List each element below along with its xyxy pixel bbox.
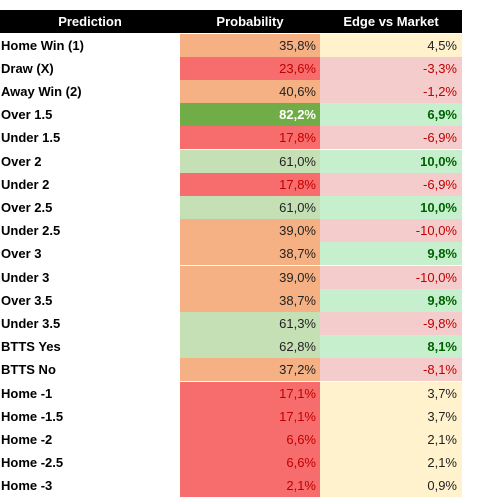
edge-cell: -3,3%	[320, 56, 462, 80]
table-row: Under 2 17,8% -6,9%	[0, 172, 462, 196]
table-row: Over 1.5 82,2% 6,9%	[0, 103, 462, 127]
edge-cell: -1,2%	[320, 79, 462, 104]
edge-cell: 3,7%	[320, 381, 462, 405]
prediction-cell: Over 3.5	[1, 292, 53, 308]
table-row: Under 3.5 61,3% -9,8%	[0, 311, 462, 336]
probability-cell: 82,2%	[180, 103, 320, 127]
edge-cell: 10,0%	[320, 149, 462, 173]
probability-cell: 61,0%	[180, 149, 320, 173]
edge-cell: 3,7%	[320, 404, 462, 428]
table-row: BTTS Yes 62,8% 8,1%	[0, 335, 462, 359]
probability-cell: 38,7%	[180, 288, 320, 312]
probability-cell: 17,1%	[180, 381, 320, 405]
table-row: Away Win (2) 40,6% -1,2%	[0, 79, 462, 104]
probability-cell: 40,6%	[180, 79, 320, 104]
table-row: Over 3 38,7% 9,8%	[0, 242, 462, 266]
table-row: Home -3 2,1% 0,9%	[0, 474, 462, 498]
probability-cell: 38,7%	[180, 242, 320, 266]
probability-cell: 6,6%	[180, 427, 320, 452]
table-row: Under 1.5 17,8% -6,9%	[0, 126, 462, 150]
edge-cell: 8,1%	[320, 335, 462, 359]
edge-cell: 2,1%	[320, 427, 462, 452]
table-row: BTTS No 37,2% -8,1%	[0, 358, 462, 382]
probability-cell: 23,6%	[180, 56, 320, 80]
prediction-cell: Over 2	[1, 153, 42, 169]
edge-cell: 10,0%	[320, 195, 462, 220]
prediction-cell: Home Win (1)	[1, 37, 84, 53]
edge-cell: 0,9%	[320, 474, 462, 498]
edge-cell: 9,8%	[320, 288, 462, 312]
prediction-cell: Home -1.5	[1, 408, 64, 424]
edge-cell: -8,1%	[320, 358, 462, 382]
probability-cell: 61,3%	[180, 311, 320, 336]
prediction-cell: Over 2.5	[1, 199, 53, 215]
probability-cell: 17,8%	[180, 172, 320, 196]
edge-cell: 4,5%	[320, 33, 462, 57]
table-row: Home -1 17,1% 3,7%	[0, 381, 462, 405]
prediction-cell: Home -2	[1, 431, 53, 447]
table-row: Draw (X) 23,6% -3,3%	[0, 56, 462, 80]
table-row: Home -1.5 17,1% 3,7%	[0, 404, 462, 428]
prediction-cell: Under 2.5	[1, 223, 61, 239]
table-row: Over 3.5 38,7% 9,8%	[0, 288, 462, 312]
table-row: Home Win (1) 35,8% 4,5%	[0, 33, 462, 57]
probability-cell: 39,0%	[180, 265, 320, 289]
table-row: Under 2.5 39,0% -10,0%	[0, 219, 462, 243]
prediction-cell: Draw (X)	[1, 60, 54, 76]
header-cell: Probability	[216, 14, 284, 29]
prediction-cell: Under 2	[1, 176, 50, 192]
probability-cell: 39,0%	[180, 219, 320, 243]
header-cell: Edge vs Market	[343, 14, 439, 29]
table-row: Under 3 39,0% -10,0%	[0, 265, 462, 289]
prediction-cell: Over 3	[1, 246, 42, 262]
table-row: Home -2 6,6% 2,1%	[0, 427, 462, 452]
probability-cell: 2,1%	[180, 474, 320, 498]
table-row: Home -2.5 6,6% 2,1%	[0, 451, 462, 475]
prediction-cell: BTTS No	[1, 362, 56, 378]
header-cell: Prediction	[58, 14, 122, 29]
table-row: Over 2.5 61,0% 10,0%	[0, 195, 462, 220]
probability-cell: 61,0%	[180, 195, 320, 220]
prediction-cell: BTTS Yes	[1, 339, 61, 355]
prediction-cell: Under 3	[1, 269, 50, 285]
edge-cell: -9,8%	[320, 311, 462, 336]
table-row: Over 2 61,0% 10,0%	[0, 149, 462, 173]
prediction-cell: Away Win (2)	[1, 83, 82, 99]
prediction-cell: Over 1.5	[1, 107, 53, 123]
prediction-cell: Home -3	[1, 478, 53, 494]
probability-cell: 6,6%	[180, 451, 320, 475]
prediction-cell: Under 3.5	[1, 315, 61, 331]
edge-cell: -10,0%	[320, 265, 462, 289]
probability-cell: 62,8%	[180, 335, 320, 359]
probability-cell: 37,2%	[180, 358, 320, 382]
prediction-cell: Under 1.5	[1, 130, 61, 146]
prediction-cell: Home -2.5	[1, 455, 64, 471]
probability-cell: 35,8%	[180, 33, 320, 57]
edge-cell: -10,0%	[320, 219, 462, 243]
edge-cell: 6,9%	[320, 103, 462, 127]
prediction-cell: Home -1	[1, 385, 53, 401]
header-row: Prediction Probability Edge vs Market	[0, 10, 462, 33]
edge-cell: -6,9%	[320, 172, 462, 196]
edge-cell: -6,9%	[320, 126, 462, 150]
probability-cell: 17,1%	[180, 404, 320, 428]
edge-cell: 9,8%	[320, 242, 462, 266]
edge-cell: 2,1%	[320, 451, 462, 475]
probability-cell: 17,8%	[180, 126, 320, 150]
